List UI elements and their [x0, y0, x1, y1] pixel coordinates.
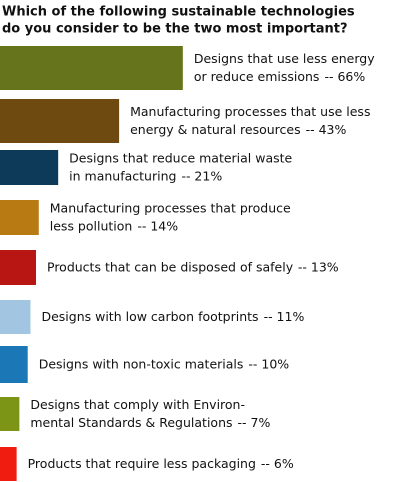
bar-label: Manufacturing processes that produce: [50, 200, 291, 215]
bar-label: or reduce emissions -- 66%: [194, 69, 366, 84]
bar-label: in manufacturing -- 21%: [69, 168, 222, 183]
category-label: Designs with low carbon footprints: [41, 309, 258, 324]
bar: [0, 447, 17, 481]
category-label: Designs that comply with Environ-: [30, 397, 245, 412]
category-label: Designs that reduce material waste: [69, 150, 292, 165]
category-label: energy & natural resources: [130, 122, 300, 137]
value-label: -- 11%: [264, 309, 305, 324]
bar-label: Designs that use less energy: [194, 51, 375, 66]
bar-label: Designs with non-toxic materials -- 10%: [39, 356, 290, 371]
value-label: -- 43%: [306, 122, 347, 137]
value-label: -- 13%: [298, 259, 339, 274]
bar: [0, 200, 39, 235]
bar-label: Designs with low carbon footprints -- 11%: [41, 309, 304, 324]
chart-title: do you consider to be the two most impor…: [2, 22, 348, 37]
bar: [0, 150, 59, 185]
category-label: mental Standards & Regulations: [30, 415, 232, 430]
chart-title: Which of the following sustainable techn…: [2, 5, 355, 20]
bar: [0, 99, 120, 143]
bar-label: Manufacturing processes that use less: [130, 104, 370, 119]
bar: [0, 250, 37, 285]
value-label: -- 10%: [248, 356, 289, 371]
category-label: Designs with non-toxic materials: [39, 356, 244, 371]
bar-label: energy & natural resources -- 43%: [130, 122, 346, 137]
bar: [0, 46, 183, 90]
category-label: Designs that use less energy: [194, 51, 375, 66]
category-label: or reduce emissions: [194, 69, 320, 84]
bar: [0, 397, 20, 431]
category-label: Manufacturing processes that use less: [130, 104, 370, 119]
category-label: in manufacturing: [69, 168, 176, 183]
category-label: less pollution: [50, 218, 133, 233]
value-label: -- 66%: [324, 69, 365, 84]
value-label: -- 14%: [137, 218, 178, 233]
bar: [0, 300, 31, 334]
bar-label: less pollution -- 14%: [50, 218, 178, 233]
category-label: Products that require less packaging: [28, 456, 256, 471]
value-label: -- 21%: [181, 168, 222, 183]
bar-label: Products that can be disposed of safely -…: [47, 259, 339, 274]
bar-label: Products that require less packaging -- 6…: [28, 456, 294, 471]
value-label: -- 7%: [238, 415, 271, 430]
category-label: Products that can be disposed of safely: [47, 259, 294, 274]
value-label: -- 6%: [261, 456, 294, 471]
bar-label: Designs that reduce material waste: [69, 150, 292, 165]
bar-label: Designs that comply with Environ-: [30, 397, 245, 412]
bar-label: mental Standards & Regulations -- 7%: [30, 415, 270, 430]
bar: [0, 346, 28, 383]
category-label: Manufacturing processes that produce: [50, 200, 291, 215]
